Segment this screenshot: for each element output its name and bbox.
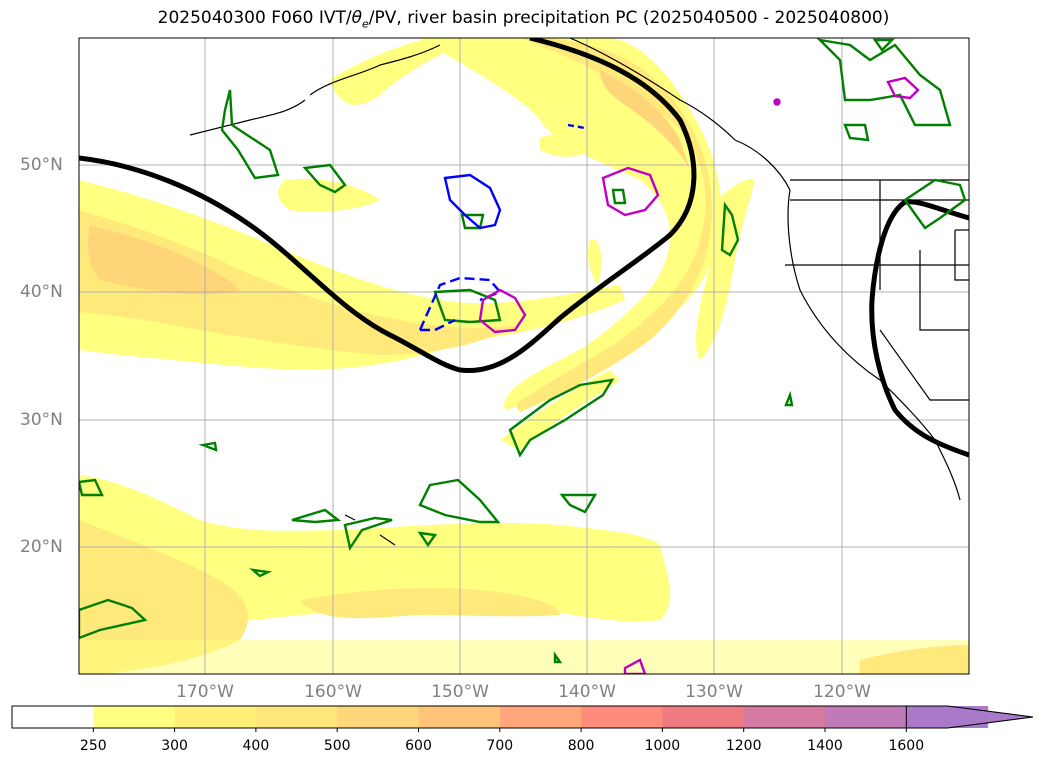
colorbar-tick-label: 300 [161, 738, 188, 754]
ivt-west-band-mid [79, 210, 520, 355]
colorbar-tick-label: 700 [486, 738, 514, 754]
ivt-diagonal-band [500, 370, 620, 450]
colorbar-segment [174, 706, 257, 728]
colorbar-tick-label: 400 [242, 738, 270, 754]
theta-e-contour-main [79, 38, 697, 374]
colorbar-extend-arrow [905, 705, 1034, 729]
ivt-south-mid [79, 520, 249, 674]
colorbar-tick-label: 500 [323, 738, 351, 754]
colorbar-tick-label: 800 [567, 738, 595, 754]
ivt-arc-dark [600, 70, 690, 170]
ivt-se-corner [860, 645, 969, 674]
figure-title: 2025040300 F060 IVT/θe/PV, river basin p… [157, 8, 890, 31]
colorbar-segment [499, 706, 582, 728]
colorbar-outline [11, 705, 948, 729]
precip-pc-magenta [478, 76, 920, 674]
colorbar-segment [418, 706, 501, 728]
ivt-patch-b [540, 134, 590, 157]
colorbar-tick-label: 1600 [888, 738, 925, 754]
colorbar-segment [581, 706, 663, 728]
lon-label-170w: 170°W [176, 682, 234, 702]
colorbar-segment [255, 706, 338, 728]
colorbar-segment [12, 706, 94, 728]
colorbar-segment [662, 706, 745, 728]
ivt-patch-c [587, 239, 602, 285]
lon-label-120w: 120°W [813, 682, 871, 702]
colorbar-tick-label: 1400 [807, 738, 843, 754]
map-area [79, 38, 969, 674]
ivt-south-bottom [79, 640, 969, 674]
ivt-south-mid-2 [300, 588, 560, 619]
theta-e-contour-east [869, 199, 969, 458]
colorbar [11, 705, 1034, 732]
ivt-coast-band [695, 179, 755, 360]
lat-label-30n: 30°N [20, 410, 63, 430]
lon-label-130w: 130°W [685, 682, 743, 702]
theta-e-contours [79, 38, 969, 458]
lon-label-150w: 150°W [431, 682, 489, 702]
ivt-arc-mid [516, 38, 712, 412]
lat-label-20n: 20°N [20, 537, 63, 557]
colorbar-segment [337, 706, 419, 728]
colorbar-segment [93, 706, 176, 728]
ivt-arc-light-2 [330, 38, 470, 105]
precip-pc-blue [418, 123, 586, 332]
map-frame [78, 37, 970, 675]
colorbar-tick-label: 600 [405, 738, 432, 754]
lon-label-160w: 160°W [304, 682, 362, 702]
lat-label-40n: 40°N [20, 282, 63, 302]
colorbar-tick-label: 1000 [644, 738, 681, 754]
colorbar-tick-label: 1200 [725, 738, 762, 754]
ivt-west-band-dark [88, 225, 240, 295]
ivt-patch-a [278, 178, 380, 212]
ivt-arc-light [420, 38, 721, 410]
lon-label-140w: 140°W [558, 682, 616, 702]
ivt-shading [79, 38, 969, 674]
colorbar-segment [825, 706, 907, 728]
colorbar-segment [743, 706, 826, 728]
lat-label-50n: 50°N [20, 155, 63, 175]
colorbar-tick-label: 250 [79, 738, 107, 754]
